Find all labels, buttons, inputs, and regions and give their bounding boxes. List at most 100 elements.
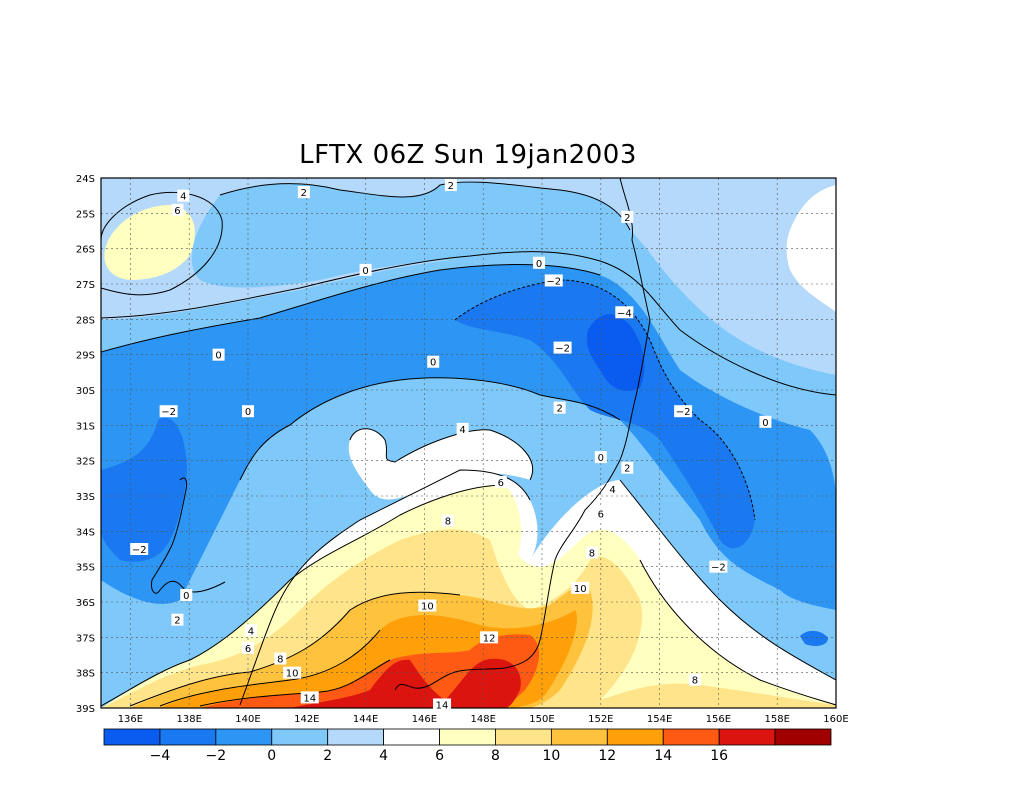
colorbar-swatch <box>662 728 720 746</box>
colorbar-swatch <box>215 728 273 746</box>
lat-tick-label: 31S <box>76 421 95 432</box>
colorbar-swatch <box>439 728 496 746</box>
contour-label: −2 <box>159 405 178 418</box>
contour-label-text: 4 <box>180 192 186 203</box>
lon-tick-label: 158E <box>764 714 789 725</box>
contour-label: 0 <box>427 355 440 369</box>
contour-label-box <box>359 263 372 276</box>
contour-label-text: 6 <box>498 478 504 489</box>
colorbar-swatch <box>159 728 217 746</box>
contour-label: 6 <box>494 475 507 489</box>
contour-line-12 <box>159 629 381 707</box>
contour-label-text: 6 <box>245 644 251 655</box>
colorbar-label: 12 <box>598 748 616 764</box>
lon-tick-label: 150E <box>529 714 554 725</box>
contour-label-text: 4 <box>248 626 254 637</box>
contour-label: 4 <box>177 189 190 203</box>
field-band-minus4 <box>586 314 645 391</box>
contour-label: 2 <box>171 613 184 627</box>
contour-line-0-north <box>101 264 601 353</box>
lat-tick-label: 30S <box>76 386 95 397</box>
contour-label-text: 4 <box>609 485 615 496</box>
contour-label-text: 10 <box>574 584 587 595</box>
contour-label: −2 <box>130 543 149 556</box>
contour-label-box <box>171 613 184 626</box>
contour-label-box <box>621 210 634 223</box>
colorbar-label: 10 <box>542 748 560 764</box>
lat-tick-label: 39S <box>76 704 95 715</box>
field-band-4to6-lobe <box>348 428 533 500</box>
contour-label-box <box>615 306 634 319</box>
contour-label-text: 10 <box>421 602 434 613</box>
contour-label: 0 <box>242 405 254 418</box>
contour-line-8 <box>101 484 506 707</box>
contour-label-box <box>274 652 287 665</box>
lat-tick-label: 38S <box>76 669 95 680</box>
field-band-west-minus2 <box>101 417 187 562</box>
contour-label-box <box>159 405 178 418</box>
colorbar: −4 −2 0 2 4 6 8 10 12 14 16 <box>103 728 832 764</box>
contour-label-text: 8 <box>589 549 595 560</box>
contour-line-6 <box>239 469 531 706</box>
lat-tick-label: 29S <box>76 351 95 362</box>
lat-tick-label: 33S <box>76 492 95 503</box>
contour-label-text: 8 <box>692 676 698 687</box>
colorbar-label: 4 <box>379 748 388 764</box>
field-band-8to10-east <box>600 683 836 708</box>
contour-label: 0 <box>533 256 546 270</box>
contour-label-text: 2 <box>174 616 180 627</box>
contour-label: 0 <box>180 588 193 602</box>
contour-line-minus2 <box>454 279 756 521</box>
contour-label-text: 2 <box>624 213 630 224</box>
contour-label: 2 <box>297 186 310 199</box>
contour-label: 8 <box>585 546 598 560</box>
field-band-minus4tominus2 <box>455 280 755 549</box>
lon-tick-label: 144E <box>353 714 378 725</box>
contour-label: 2 <box>444 179 457 192</box>
contour-label-text: 2 <box>624 464 630 475</box>
contour-label-text: 0 <box>245 407 251 418</box>
contour-label-text: 10 <box>286 669 299 680</box>
contour-label-text: 4 <box>459 425 465 436</box>
contour-label-box <box>709 560 728 573</box>
contour-label-box <box>494 475 507 488</box>
contour-label: 8 <box>274 652 287 666</box>
contour-label-box <box>571 581 590 594</box>
contour-label: 4 <box>456 422 469 436</box>
contour-label-text: −2 <box>676 407 691 418</box>
contour-label: 0 <box>212 348 225 362</box>
contour-label-box <box>433 698 452 711</box>
colorbar-label: −4 <box>150 748 171 764</box>
contour-label-box <box>674 405 693 418</box>
contour-label-text: 0 <box>430 358 436 369</box>
contour-label: 12 <box>480 631 499 644</box>
lftx-filled-field <box>101 178 836 708</box>
contour-label-text: 0 <box>536 259 542 270</box>
contour-label: 10 <box>418 599 437 613</box>
lat-tick-label: 37S <box>76 633 95 644</box>
contour-label: 6 <box>171 203 184 217</box>
contour-label-box <box>585 546 598 559</box>
contour-label-box <box>242 641 254 654</box>
graticule <box>101 178 837 708</box>
contour-label-text: 2 <box>448 181 454 192</box>
field-band-0to2-north <box>191 182 836 410</box>
contour-label-box <box>553 341 572 354</box>
colorbar-swatch <box>606 728 664 746</box>
axis-tick-labels: 136E 138E 140E 142E 144E 146E 148E 150E 152E 154E… <box>76 174 849 725</box>
colorbar-label: 16 <box>710 748 728 764</box>
lat-tick-label: 32S <box>76 457 95 468</box>
contour-label-box <box>606 482 619 495</box>
contour-label-text: 0 <box>762 418 768 429</box>
contour-label-box <box>427 355 440 368</box>
contour-label-box <box>441 514 454 527</box>
contour-label-box <box>418 599 437 612</box>
contour-label-box <box>544 274 563 287</box>
colorbar-swatch <box>718 728 776 746</box>
contour-label-text: 0 <box>183 591 189 602</box>
contour-label: 8 <box>688 673 701 687</box>
colorbar-swatch <box>271 728 329 746</box>
lon-tick-label: 148E <box>470 714 495 725</box>
